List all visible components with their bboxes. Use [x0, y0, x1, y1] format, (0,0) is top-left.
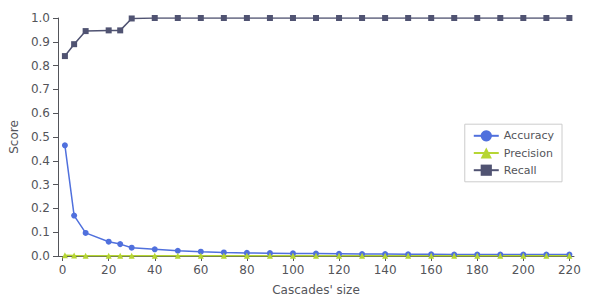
svg-text:120: 120 [328, 263, 351, 277]
svg-text:0.0: 0.0 [31, 249, 50, 263]
svg-text:100: 100 [282, 263, 305, 277]
svg-text:0.4: 0.4 [31, 154, 50, 168]
svg-text:220: 220 [558, 263, 581, 277]
svg-text:0.1: 0.1 [31, 225, 50, 239]
svg-text:Precision: Precision [504, 147, 553, 160]
svg-text:0.7: 0.7 [31, 82, 50, 96]
svg-text:0.6: 0.6 [31, 106, 50, 120]
svg-text:Recall: Recall [504, 164, 537, 177]
svg-text:0: 0 [59, 263, 67, 277]
svg-text:Cascades' size: Cascades' size [272, 283, 360, 297]
svg-text:60: 60 [193, 263, 208, 277]
svg-text:Accuracy: Accuracy [504, 129, 555, 142]
svg-text:0.5: 0.5 [31, 130, 50, 144]
svg-text:200: 200 [512, 263, 535, 277]
svg-text:180: 180 [466, 263, 489, 277]
svg-text:20: 20 [101, 263, 116, 277]
svg-text:1.0: 1.0 [31, 11, 50, 25]
svg-text:0.2: 0.2 [31, 201, 50, 215]
svg-text:Score: Score [7, 120, 21, 154]
svg-text:0.8: 0.8 [31, 59, 50, 73]
svg-text:140: 140 [374, 263, 397, 277]
svg-text:0.9: 0.9 [31, 35, 50, 49]
svg-text:40: 40 [147, 263, 162, 277]
svg-text:0.3: 0.3 [31, 178, 50, 192]
svg-text:160: 160 [420, 263, 443, 277]
svg-text:80: 80 [239, 263, 254, 277]
